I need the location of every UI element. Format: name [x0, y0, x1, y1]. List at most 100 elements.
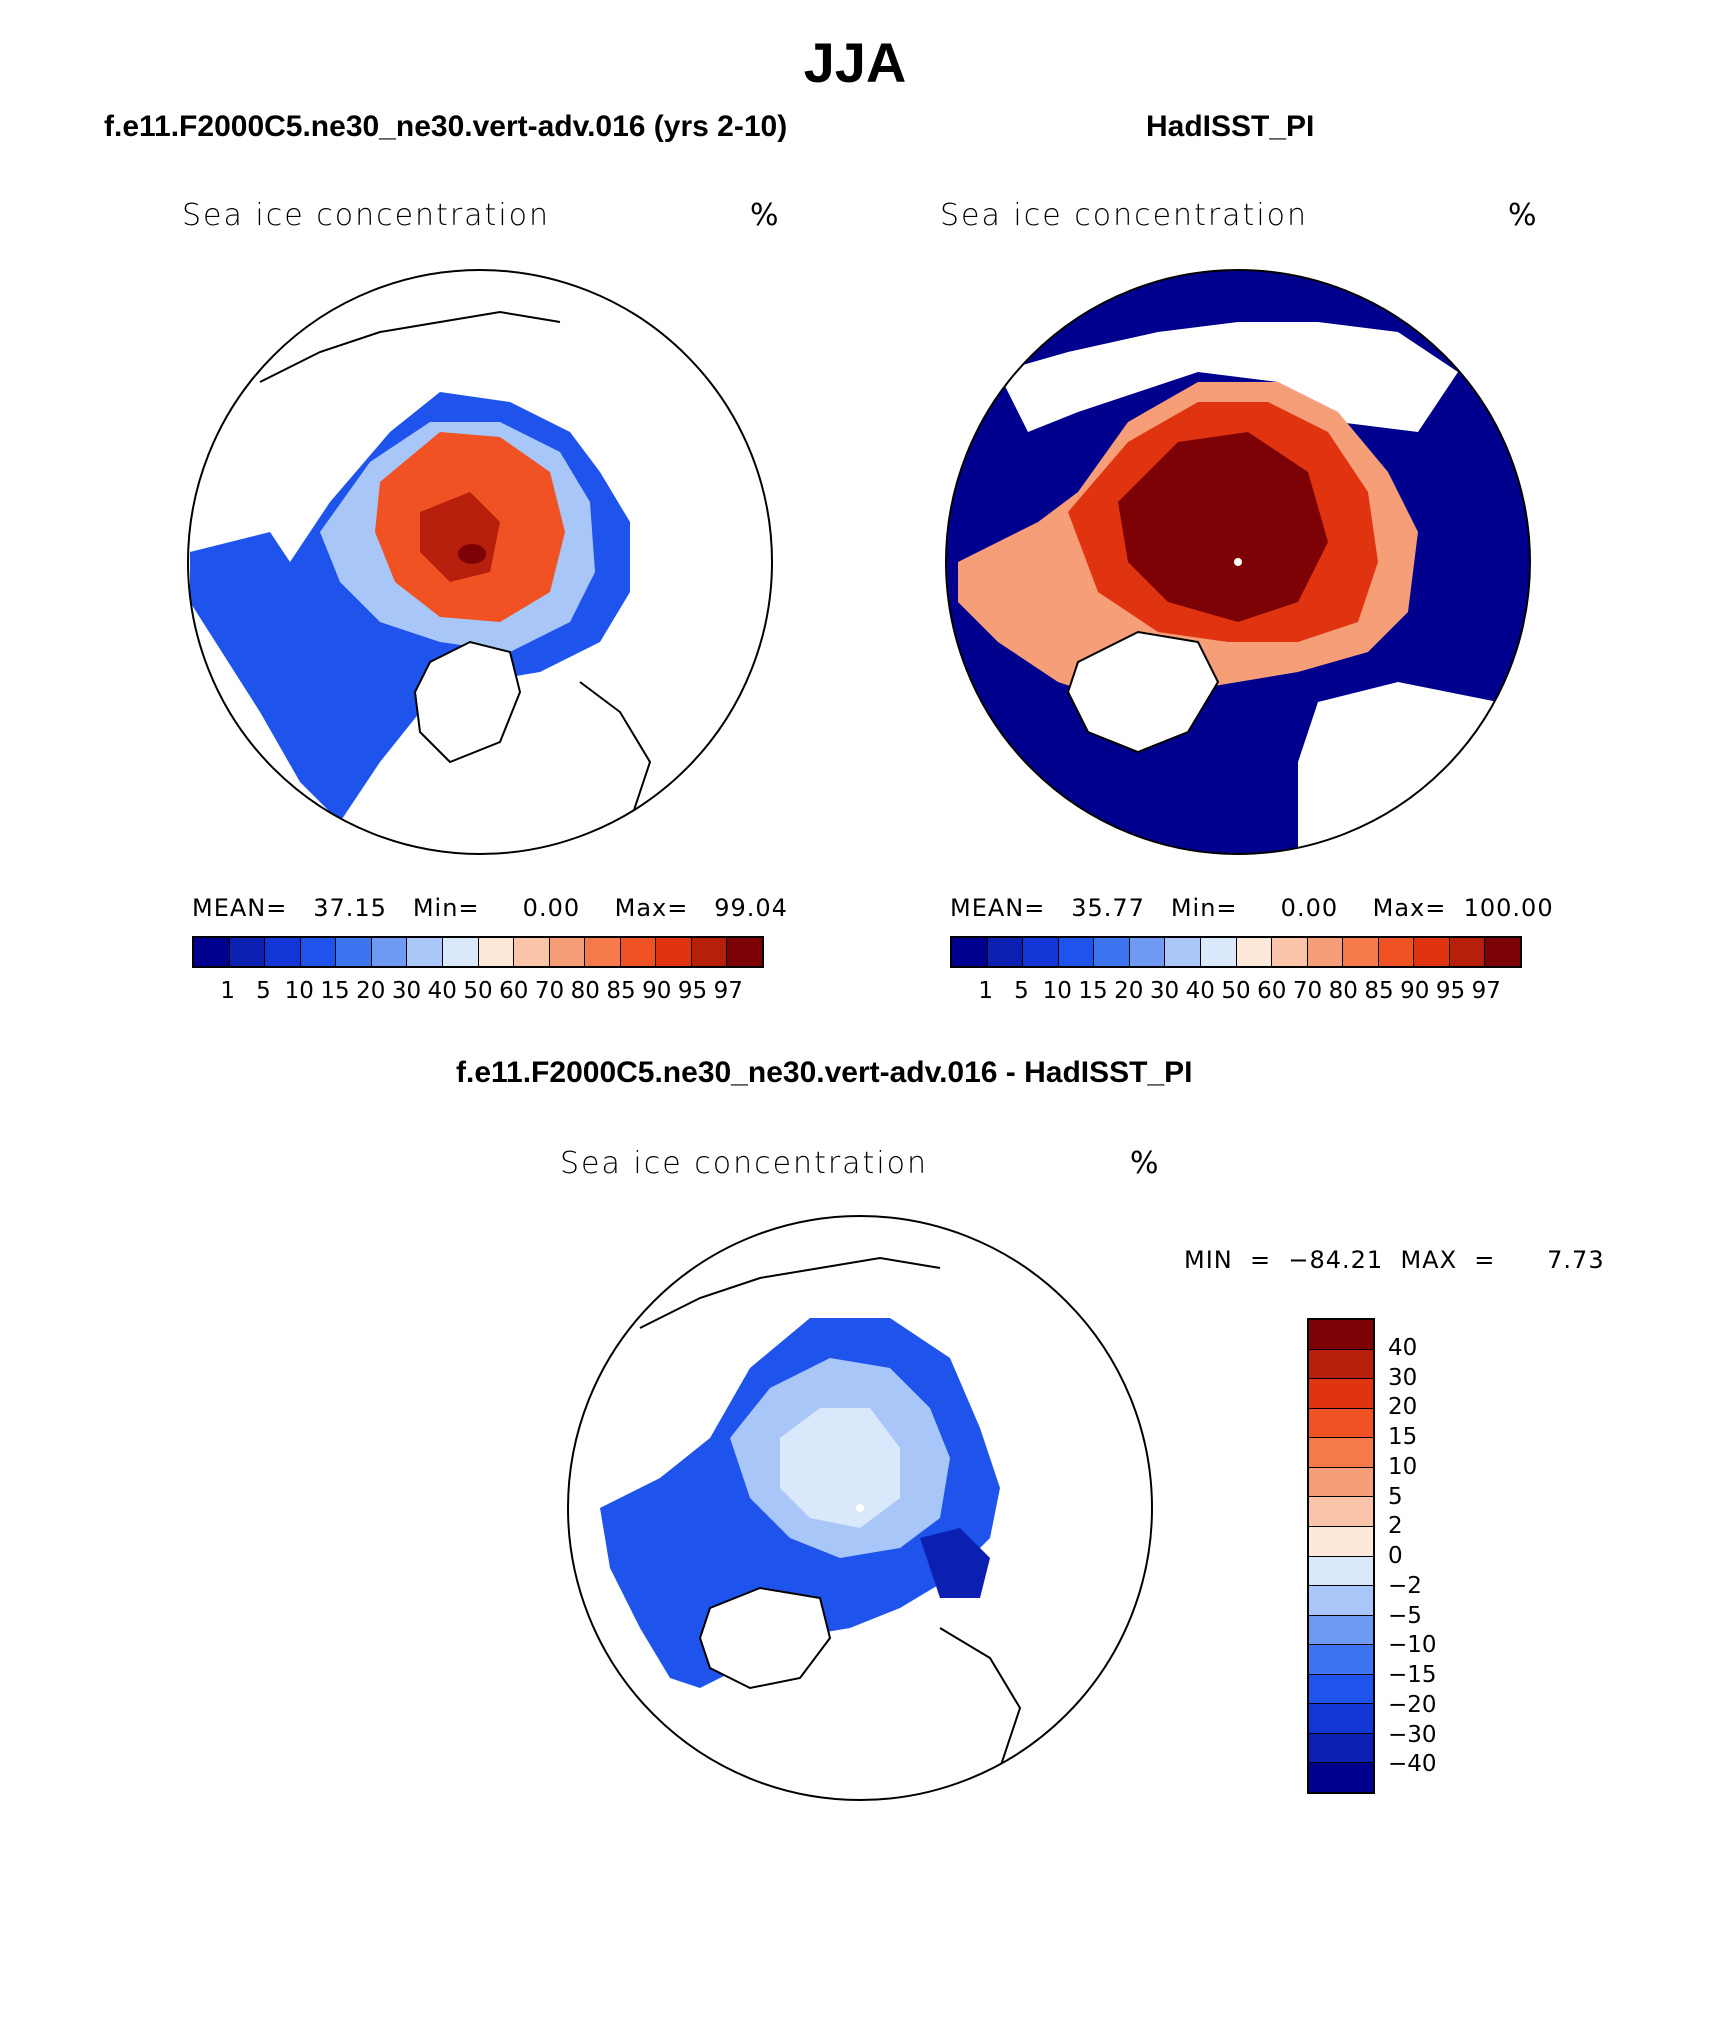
greenland	[698, 1586, 832, 1690]
colorbar-tick-label: 10	[1388, 1453, 1418, 1480]
stats-diff: MIN = −84.21 MAX = 7.73	[1184, 1246, 1605, 1274]
colorbar-tick-label: 20	[1114, 978, 1144, 1004]
colorbar-swatch	[1236, 938, 1273, 966]
coastline-americas	[579, 681, 652, 853]
diff-field-near-zero	[780, 1408, 900, 1528]
diff-field-strong-loss	[920, 1528, 990, 1598]
colorbar-swatch	[1309, 1586, 1373, 1616]
colorbar-tick-label: 90	[1400, 978, 1430, 1004]
colorbar-tick-label: 15	[1078, 978, 1108, 1004]
colorbar-tick-label: 5	[1014, 978, 1029, 1004]
colorbar-swatch	[514, 938, 550, 966]
colorbar-tick-label: 95	[1435, 978, 1466, 1004]
polar-map-model	[187, 269, 773, 855]
ice-field-core	[1118, 432, 1328, 622]
colorbar-tick-label: −2	[1388, 1572, 1422, 1599]
colorbar-swatch	[300, 938, 337, 966]
colorbar-swatch	[1309, 1674, 1373, 1705]
colorbar-tick-label: 60	[1257, 978, 1287, 1004]
colorbar-swatch	[265, 938, 301, 966]
colorbar-tick-label: 97	[1471, 978, 1501, 1004]
colorbar-swatch	[1343, 938, 1379, 966]
colorbar-tick-label: 80	[570, 978, 600, 1004]
colorbar-model	[192, 936, 764, 968]
colorbar-tick-label: 85	[1364, 978, 1394, 1004]
land-eurasia	[998, 322, 1458, 432]
colorbar-swatch	[1485, 938, 1520, 966]
main-title: JJA	[803, 31, 907, 94]
land-americas	[1298, 682, 1498, 854]
colorbar-diff	[1307, 1318, 1375, 1794]
colorbar-tick-label: 1	[978, 978, 994, 1004]
colorbar-swatch	[952, 938, 988, 966]
colorbar-tick-label: 5	[1388, 1483, 1403, 1510]
polar-map-obs	[945, 269, 1531, 855]
colorbar-swatch	[1200, 938, 1237, 966]
colorbar-tick-label: 85	[606, 978, 636, 1004]
colorbar-tick-label: 30	[1149, 978, 1180, 1004]
colorbar-swatch	[691, 938, 728, 966]
pole-hole	[1234, 558, 1242, 566]
colorbar-swatch	[229, 938, 266, 966]
colorbar-tick-label: 95	[677, 978, 708, 1004]
colorbar-tick-label: 50	[463, 978, 493, 1004]
colorbar-swatch	[1309, 1408, 1373, 1439]
colorbar-swatch	[1309, 1704, 1373, 1734]
variable-label-obs: Sea ice concentration	[940, 198, 1309, 233]
colorbar-ticks-diff: 40 30 20 15 10 5 2 0 −2 −5 −10 −15 −20 −30 −40	[1388, 1318, 1488, 1794]
colorbar-swatch	[1309, 1556, 1373, 1587]
colorbar-swatch	[987, 938, 1024, 966]
colorbar-tick-label: 10	[284, 978, 314, 1004]
colorbar-swatch	[407, 938, 443, 966]
colorbar-tick-label: 50	[1221, 978, 1251, 1004]
colorbar-swatch	[1309, 1320, 1373, 1350]
colorbar-tick-label: −40	[1388, 1751, 1437, 1778]
colorbar-tick-label: 90	[642, 978, 672, 1004]
colorbar-tick-label: −20	[1388, 1691, 1437, 1718]
colorbar-swatch	[1309, 1526, 1373, 1557]
colorbar-swatch	[1309, 1349, 1373, 1380]
colorbar-tick-label: 40	[1185, 978, 1215, 1004]
colorbar-swatch	[1309, 1615, 1373, 1646]
colorbar-obs	[950, 936, 1522, 968]
colorbar-swatch	[442, 938, 479, 966]
colorbar-swatch	[1309, 1763, 1373, 1792]
coastline-americas	[939, 1627, 1022, 1799]
panel-title-obs: HadISST_PI	[1146, 110, 1315, 143]
colorbar-tick-label: −15	[1388, 1662, 1437, 1688]
colorbar-tick-label: 70	[534, 978, 565, 1004]
panel-title-diff: f.e11.F2000C5.ne30_ne30.vert-adv.016 - H…	[456, 1056, 1193, 1089]
colorbar-swatch	[1094, 938, 1130, 966]
stats-model: MEAN= 37.15 Min= 0.00 Max= 99.04	[192, 894, 788, 922]
colorbar-tick-label: 80	[1328, 978, 1358, 1004]
colorbar-tick-label: −5	[1388, 1602, 1422, 1629]
colorbar-swatch	[585, 938, 621, 966]
colorbar-swatch	[1272, 938, 1308, 966]
colorbar-swatch	[1309, 1467, 1373, 1498]
colorbar-swatch	[549, 938, 586, 966]
colorbar-tick-label: 20	[1388, 1394, 1418, 1421]
colorbar-tick-label: 40	[427, 978, 457, 1004]
units-label-model: %	[750, 198, 779, 233]
colorbar-tick-label: 30	[391, 978, 422, 1004]
colorbar-swatch	[656, 938, 692, 966]
colorbar-swatch	[727, 938, 762, 966]
colorbar-swatch	[1414, 938, 1450, 966]
colorbar-tick-label: 40	[1388, 1334, 1418, 1361]
colorbar-swatch	[1129, 938, 1166, 966]
colorbar-tick-label: 15	[1388, 1424, 1418, 1450]
colorbar-tick-label: 30	[1388, 1364, 1418, 1391]
stats-obs: MEAN= 35.77 Min= 0.00 Max= 100.00	[950, 894, 1554, 922]
colorbar-tick-label: 15	[320, 978, 350, 1004]
panel-title-model: f.e11.F2000C5.ne30_ne30.vert-adv.016 (yr…	[104, 110, 788, 143]
colorbar-swatch	[336, 938, 372, 966]
colorbar-swatch	[371, 938, 408, 966]
colorbar-swatch	[1309, 1645, 1373, 1675]
colorbar-swatch	[620, 938, 657, 966]
colorbar-tick-label: 0	[1388, 1543, 1403, 1569]
colorbar-swatch	[1309, 1733, 1373, 1764]
colorbar-tick-label: −10	[1388, 1632, 1437, 1659]
colorbar-tick-label: 60	[499, 978, 529, 1004]
coastline-eurasia	[259, 310, 561, 383]
colorbar-tick-label: 20	[356, 978, 386, 1004]
